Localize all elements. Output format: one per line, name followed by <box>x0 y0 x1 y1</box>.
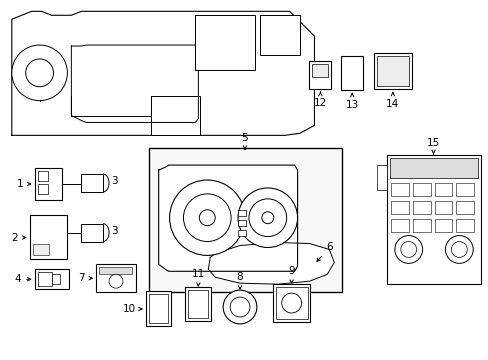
Circle shape <box>400 242 416 257</box>
Bar <box>434 183 451 196</box>
Circle shape <box>223 290 256 324</box>
Bar <box>195 15 254 70</box>
Bar <box>376 165 386 190</box>
Bar <box>145 291 170 326</box>
Bar <box>434 201 451 214</box>
Text: 11: 11 <box>191 269 204 286</box>
Circle shape <box>169 180 244 255</box>
Bar <box>52 274 61 284</box>
Text: 9: 9 <box>288 266 294 283</box>
Bar <box>412 201 429 214</box>
Bar <box>148 294 167 323</box>
Bar <box>99 267 132 274</box>
Bar <box>373 53 411 89</box>
Text: 15: 15 <box>426 138 439 154</box>
Bar <box>38 171 47 181</box>
Bar <box>275 287 307 319</box>
Text: 2: 2 <box>11 233 26 243</box>
Bar <box>35 269 69 289</box>
Polygon shape <box>71 45 198 122</box>
Polygon shape <box>158 165 297 271</box>
Bar <box>185 287 211 321</box>
Text: 14: 14 <box>386 93 399 109</box>
Bar <box>259 15 299 55</box>
Bar <box>412 219 429 231</box>
Bar <box>30 215 67 260</box>
Bar <box>390 183 408 196</box>
Text: 1: 1 <box>17 179 31 189</box>
Circle shape <box>230 297 249 317</box>
Bar <box>386 155 480 284</box>
Bar <box>389 158 477 178</box>
Bar <box>312 64 327 77</box>
Bar <box>455 183 473 196</box>
Text: 3: 3 <box>110 176 117 186</box>
Circle shape <box>238 188 297 247</box>
Circle shape <box>183 194 231 242</box>
Circle shape <box>248 199 286 237</box>
Circle shape <box>450 242 467 257</box>
Bar <box>81 174 103 192</box>
Bar <box>96 264 136 292</box>
Bar <box>148 148 342 292</box>
Text: 13: 13 <box>345 94 358 109</box>
Circle shape <box>394 235 422 264</box>
Polygon shape <box>208 243 334 284</box>
Bar <box>238 220 245 226</box>
Circle shape <box>262 212 273 224</box>
Bar <box>38 184 47 194</box>
Text: 8: 8 <box>236 272 243 289</box>
Bar <box>238 230 245 235</box>
Bar <box>412 183 429 196</box>
Text: 4: 4 <box>15 274 31 284</box>
Bar <box>38 272 51 286</box>
Bar <box>309 61 331 89</box>
Polygon shape <box>12 11 314 135</box>
Bar <box>455 201 473 214</box>
Text: 3: 3 <box>110 226 117 235</box>
Text: 10: 10 <box>122 304 142 314</box>
Bar <box>188 290 208 318</box>
Circle shape <box>109 274 122 288</box>
Bar <box>150 96 200 135</box>
Circle shape <box>12 45 67 100</box>
Text: 6: 6 <box>316 243 332 261</box>
Circle shape <box>199 210 215 226</box>
Bar <box>81 224 103 242</box>
Bar <box>35 168 62 200</box>
Bar <box>272 284 310 322</box>
Bar <box>376 56 408 86</box>
Text: 5: 5 <box>241 133 248 149</box>
Circle shape <box>445 235 472 264</box>
Bar <box>33 243 48 255</box>
Bar <box>390 219 408 231</box>
Bar <box>434 219 451 231</box>
Bar <box>390 201 408 214</box>
Bar <box>238 210 245 216</box>
Text: 12: 12 <box>313 92 326 108</box>
Circle shape <box>26 59 53 87</box>
Circle shape <box>281 293 301 313</box>
Text: 7: 7 <box>78 273 92 283</box>
Bar <box>341 56 362 90</box>
Bar <box>455 219 473 231</box>
